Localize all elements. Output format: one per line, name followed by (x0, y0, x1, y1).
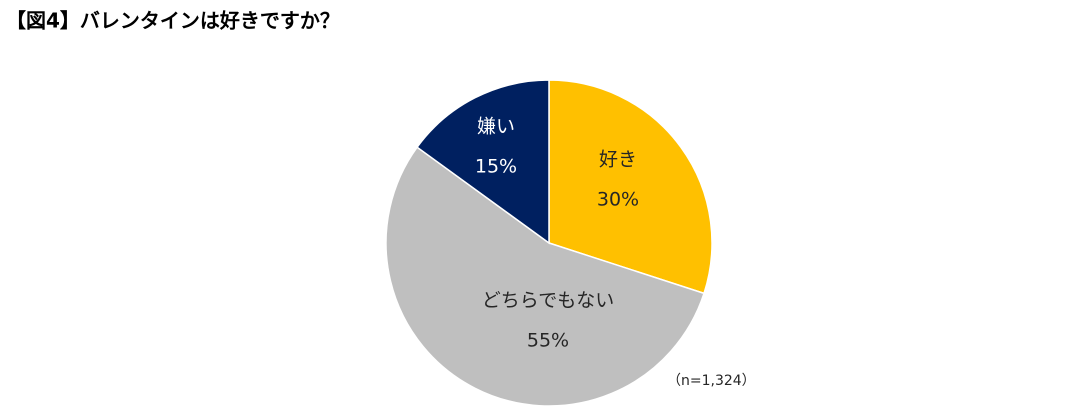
value-label: 15% (475, 156, 517, 178)
pie-slice (385, 146, 705, 407)
slice-label: 好き (599, 149, 637, 171)
value-label: 30% (597, 189, 639, 211)
slice-label: どちらでもない (482, 290, 614, 312)
pie-slice (548, 79, 713, 295)
chart-title: 【図4】バレンタインは好きですか？ (6, 9, 340, 33)
sample-note: （n=1,324） (667, 373, 756, 389)
slice-label: 嫌い (477, 116, 515, 138)
pie-slice (416, 79, 550, 245)
value-label: 55% (527, 330, 569, 352)
